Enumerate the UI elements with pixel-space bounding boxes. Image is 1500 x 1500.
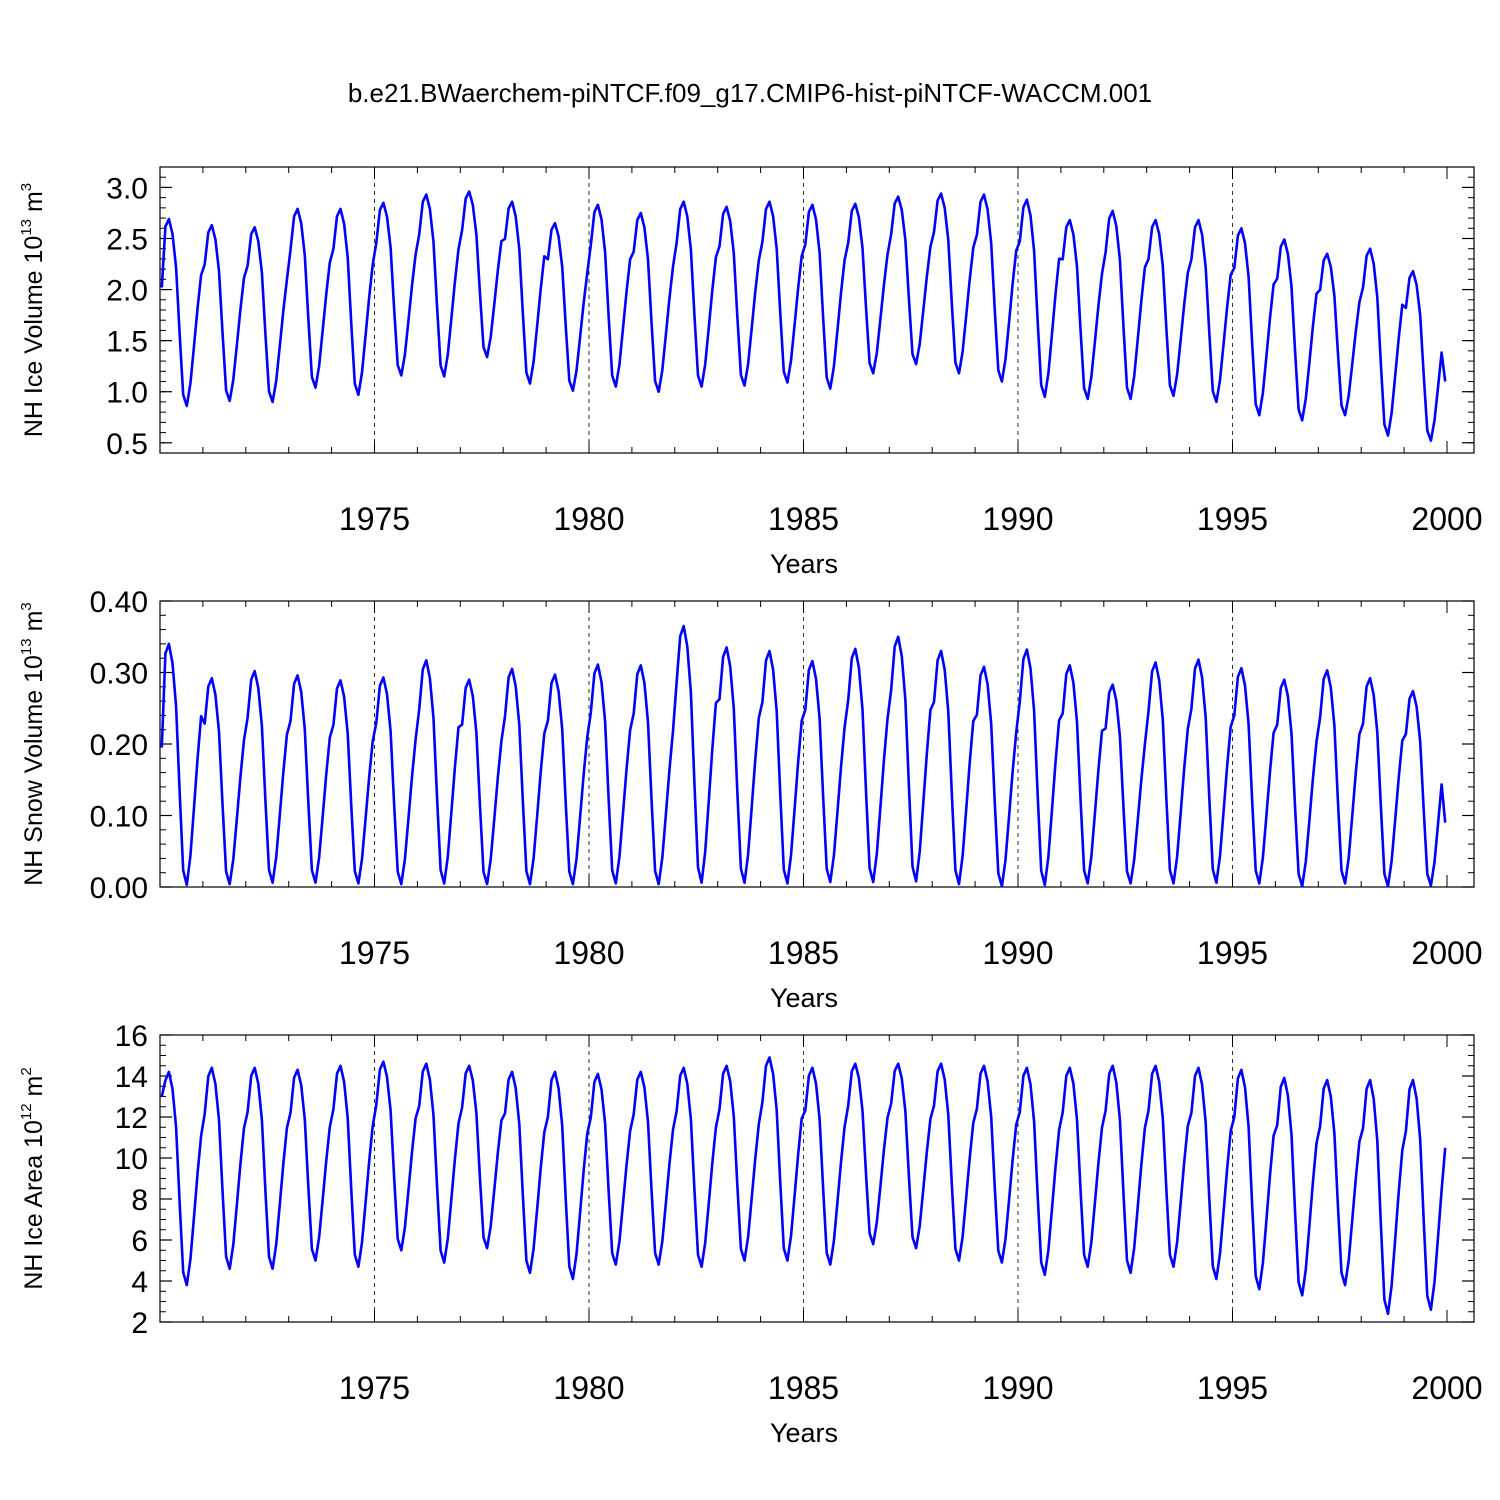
x-tick-label: 1995 [1197,935,1268,971]
x-tick-label: 1975 [339,501,410,537]
y-axis-label: NH Ice Volume 1013 m3 [18,183,48,437]
y-axis-label-superscript: 13 [18,638,35,655]
y-tick-label: 1.5 [106,326,148,359]
x-tick-label: 1980 [553,1370,624,1406]
y-tick-label: 10 [115,1143,148,1176]
y-tick-label: 6 [131,1225,148,1258]
y-tick-label: 4 [131,1266,148,1299]
y-tick-label: 0.30 [90,658,148,691]
x-tick-label: 1995 [1197,1370,1268,1406]
x-tick-label: 1995 [1197,501,1268,537]
panel-ice_volume: 0.5 1.0 1.5 2.0 2.5 3.0 1975 1980 1985 1990 1995 20… [18,166,1483,579]
panel-ice_area: 2 4 6 8 10 12 14 16 1975 1980 1985 1990 1995 2000 Year… [18,1020,1483,1448]
series-line-ice_area [160,1056,1447,1316]
y-tick-label: 8 [131,1184,148,1217]
series-line-ice_volume [160,190,1447,442]
y-axis-label-text: NH Ice Area 10 [20,1120,48,1290]
x-tick-label: 1990 [982,1370,1053,1406]
y-tick-label: 16 [115,1020,148,1053]
y-axis-label-superscript: 3 [18,183,35,191]
x-tick-label: 1985 [768,501,839,537]
y-tick-label: 3.0 [106,172,148,205]
y-axis-label-text: m [20,191,48,219]
x-tick-label: 2000 [1411,1370,1482,1406]
x-tick-label: 2000 [1411,501,1482,537]
y-axis-label-superscript: 2 [18,1067,35,1075]
y-tick-label: 2.5 [106,224,148,257]
x-tick-label: 1990 [982,501,1053,537]
y-axis-label-text: NH Snow Volume 10 [20,655,48,886]
x-axis-label: Years [770,1418,838,1448]
y-tick-label: 14 [115,1061,148,1094]
y-tick-label: 0.40 [90,586,148,619]
y-axis-label-superscript: 12 [18,1103,35,1120]
x-tick-label: 2000 [1411,935,1482,971]
y-tick-label: 0.20 [90,729,148,762]
y-axis-label-superscript: 3 [18,602,35,610]
y-tick-label: 2.0 [106,275,148,308]
y-axis-label: NH Snow Volume 1013 m3 [18,602,48,886]
y-axis-label-text: m [20,1076,48,1104]
x-tick-label: 1990 [982,935,1053,971]
y-axis-label-text: m [20,611,48,639]
x-tick-label: 1980 [553,935,624,971]
figure-title: b.e21.BWaerchem-piNTCF.f09_g17.CMIP6-his… [348,78,1152,108]
y-tick-label: 1.0 [106,377,148,410]
x-tick-label: 1985 [768,935,839,971]
x-axis-label: Years [770,549,838,579]
y-tick-label: 0.00 [90,872,148,905]
y-tick-label: 0.10 [90,801,148,834]
x-tick-label: 1985 [768,1370,839,1406]
x-axis-label: Years [770,983,838,1013]
x-tick-label: 1975 [339,1370,410,1406]
y-tick-label: 12 [115,1102,148,1135]
panel-snow_volume: 0.00 0.10 0.20 0.30 0.40 1975 1980 1985 1990 1995… [18,586,1483,1013]
y-tick-label: 2 [131,1307,148,1340]
y-axis-label: NH Ice Area 1012 m2 [18,1067,48,1289]
y-axis-label-text: NH Ice Volume 10 [20,236,48,438]
x-tick-label: 1980 [553,501,624,537]
series-line-snow_volume [160,624,1447,888]
y-tick-label: 0.5 [106,428,148,461]
y-axis-label-superscript: 13 [18,219,35,236]
x-tick-label: 1975 [339,935,410,971]
